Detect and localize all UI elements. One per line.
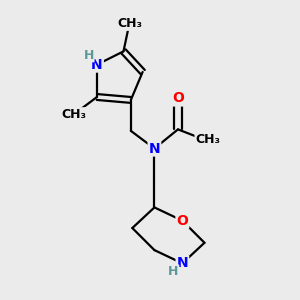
Text: H: H: [84, 49, 94, 62]
Text: O: O: [172, 92, 184, 106]
Text: H: H: [168, 265, 179, 278]
Text: O: O: [176, 214, 188, 228]
Text: N: N: [177, 256, 188, 270]
Text: N: N: [148, 142, 160, 155]
Text: CH₃: CH₃: [61, 108, 86, 121]
Text: CH₃: CH₃: [196, 133, 220, 146]
Text: N: N: [91, 58, 103, 72]
Text: CH₃: CH₃: [117, 17, 142, 30]
